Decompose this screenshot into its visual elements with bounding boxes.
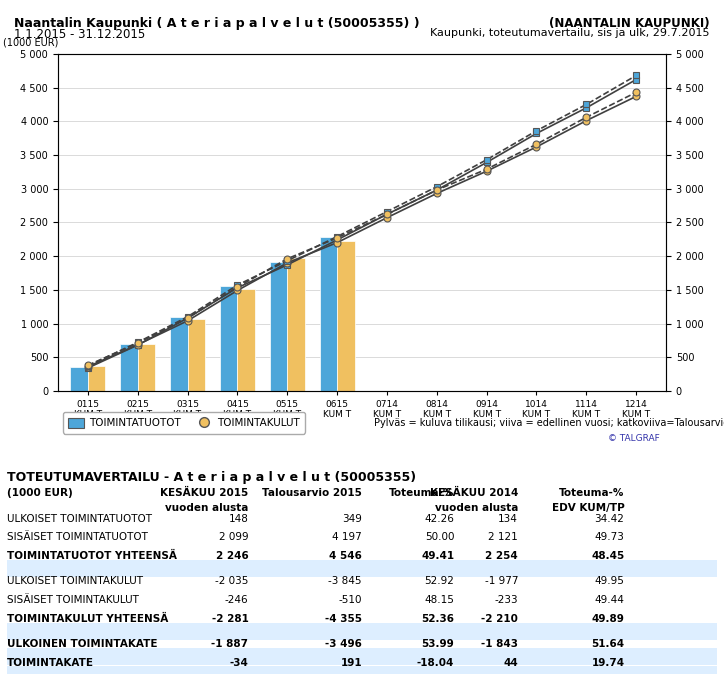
- Text: -1 843: -1 843: [481, 639, 518, 649]
- Text: 52.36: 52.36: [421, 614, 454, 624]
- Text: 4 197: 4 197: [332, 532, 362, 543]
- Text: Pylväs = kuluva tilikausi; viiva = edellinen vuosi; katkoviiva=Talousarvio: Pylväs = kuluva tilikausi; viiva = edell…: [374, 418, 724, 428]
- Text: vuoden alusta: vuoden alusta: [434, 503, 518, 513]
- Text: 2 254: 2 254: [485, 551, 518, 561]
- Text: 44: 44: [503, 658, 518, 668]
- Text: ULKOISET TOIMINTATUOTOT: ULKOISET TOIMINTATUOTOT: [7, 514, 152, 524]
- Text: Naantalin Kaupunki ( A t e r i a p a l v e l u t (50005355) ): Naantalin Kaupunki ( A t e r i a p a l v…: [14, 17, 420, 30]
- Text: KESÄKUU 2014: KESÄKUU 2014: [430, 489, 518, 499]
- Text: Toteuma-%: Toteuma-%: [559, 489, 625, 499]
- Text: SISÄISET TOIMINTAKULUT: SISÄISET TOIMINTAKULUT: [7, 595, 139, 605]
- Text: 34.42: 34.42: [594, 514, 625, 524]
- Bar: [337, 241, 355, 391]
- Text: Kaupunki, toteutumavertailu, sis ja ulk, 29.7.2015: Kaupunki, toteutumavertailu, sis ja ulk,…: [430, 28, 710, 38]
- Text: 49.89: 49.89: [592, 614, 625, 624]
- Bar: [7, 623, 717, 640]
- Bar: [70, 367, 88, 391]
- Text: 4 546: 4 546: [329, 551, 362, 561]
- Text: TOTEUTUMAVERTAILU - A t e r i a p a l v e l u t (50005355): TOTEUTUMAVERTAILU - A t e r i a p a l v …: [7, 471, 416, 485]
- Text: © TALGRAF: © TALGRAF: [608, 434, 660, 443]
- Text: 49.44: 49.44: [594, 595, 625, 605]
- Bar: [138, 344, 155, 391]
- Bar: [7, 560, 717, 577]
- Text: 53.99: 53.99: [421, 639, 454, 649]
- Text: -2 210: -2 210: [481, 614, 518, 624]
- Text: (NAANTALIN KAUPUNKI): (NAANTALIN KAUPUNKI): [549, 17, 710, 30]
- Text: TOIMINTAKATE: TOIMINTAKATE: [7, 658, 94, 668]
- Text: (1000 EUR): (1000 EUR): [7, 489, 73, 499]
- Text: (1000 EUR): (1000 EUR): [3, 37, 59, 47]
- Text: 134: 134: [498, 514, 518, 524]
- Text: 349: 349: [342, 514, 362, 524]
- Bar: [7, 648, 717, 665]
- Bar: [120, 344, 138, 391]
- Text: -510: -510: [339, 595, 362, 605]
- Text: 42.26: 42.26: [424, 514, 454, 524]
- Text: -3 496: -3 496: [325, 639, 362, 649]
- Text: vuoden alusta: vuoden alusta: [165, 503, 248, 513]
- Text: 1.1.2015 - 31.12.2015: 1.1.2015 - 31.12.2015: [14, 28, 146, 41]
- Legend: TOIMINTATUOTOT, TOIMINTAKULUT: TOIMINTATUOTOT, TOIMINTAKULUT: [63, 412, 306, 433]
- Bar: [220, 286, 237, 391]
- Text: ULKOISET TOIMINTAKULUT: ULKOISET TOIMINTAKULUT: [7, 576, 143, 586]
- Bar: [319, 237, 337, 391]
- Text: 51.64: 51.64: [592, 639, 625, 649]
- Text: 49.41: 49.41: [421, 551, 454, 561]
- Bar: [88, 366, 105, 391]
- Text: -3 845: -3 845: [329, 576, 362, 586]
- Text: KESÄKUU 2015: KESÄKUU 2015: [160, 489, 248, 499]
- Text: -2 281: -2 281: [211, 614, 248, 624]
- Text: 191: 191: [340, 658, 362, 668]
- Text: 2 121: 2 121: [489, 532, 518, 543]
- Bar: [170, 317, 188, 391]
- Text: 50.00: 50.00: [425, 532, 454, 543]
- Text: 49.73: 49.73: [594, 532, 625, 543]
- Text: -246: -246: [225, 595, 248, 605]
- Text: Toteuma-%: Toteuma-%: [389, 489, 454, 499]
- Text: 2 099: 2 099: [219, 532, 248, 543]
- Text: EDV KUM/TP: EDV KUM/TP: [552, 503, 625, 513]
- Text: 19.74: 19.74: [592, 658, 625, 668]
- Text: -4 355: -4 355: [325, 614, 362, 624]
- Text: -18.04: -18.04: [417, 658, 454, 668]
- Text: 48.45: 48.45: [592, 551, 625, 561]
- Bar: [188, 319, 205, 391]
- Text: 148: 148: [229, 514, 248, 524]
- Text: 49.95: 49.95: [594, 576, 625, 586]
- Bar: [270, 262, 287, 391]
- Text: Talousarvio 2015: Talousarvio 2015: [262, 489, 362, 499]
- Text: SISÄISET TOIMINTATUOTOT: SISÄISET TOIMINTATUOTOT: [7, 532, 148, 543]
- Text: 52.92: 52.92: [424, 576, 454, 586]
- Text: TOIMINTATUOTOT YHTEENSÄ: TOIMINTATUOTOT YHTEENSÄ: [7, 551, 177, 561]
- Text: 48.15: 48.15: [424, 595, 454, 605]
- Text: -2 035: -2 035: [215, 576, 248, 586]
- Text: TOIMINTAKULUT YHTEENSÄ: TOIMINTAKULUT YHTEENSÄ: [7, 614, 169, 624]
- Text: ULKOINEN TOIMINTAKATE: ULKOINEN TOIMINTAKATE: [7, 639, 158, 649]
- Text: -1 887: -1 887: [211, 639, 248, 649]
- Bar: [287, 258, 305, 391]
- Text: -233: -233: [494, 595, 518, 605]
- Text: -1 977: -1 977: [484, 576, 518, 586]
- Bar: [237, 289, 255, 391]
- Bar: [7, 667, 717, 674]
- Text: 2 246: 2 246: [216, 551, 248, 561]
- Text: -34: -34: [230, 658, 248, 668]
